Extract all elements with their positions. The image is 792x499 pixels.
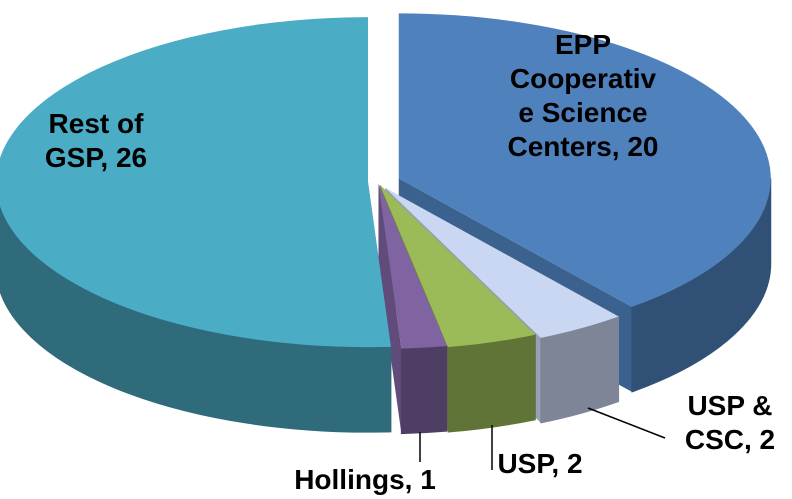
slice-label-line: Hollings, 1 [294,464,436,495]
slice-label-line: GSP, 26 [45,142,147,173]
slice-label-line: USP & [687,390,772,421]
slice-label-line: USP, 2 [497,448,582,479]
pie-slice [398,13,771,307]
slice-label-line: Cooperativ [510,63,657,94]
slice-label-line: e Science [518,97,647,128]
pie-slice [379,184,536,348]
slice-label-line: CSC, 2 [685,424,775,455]
pie-sides [0,178,772,435]
slice-label: EPP Cooperativ e Science Centers, 20 [508,29,659,162]
slice-label-line: Centers, 20 [508,131,659,162]
pie-side [400,345,448,435]
pie-slice [0,17,391,348]
pie-labels: EPP Cooperativ e Science Centers, 20 USP & CS… [45,29,775,495]
slice-label: USP, 2 [497,448,582,479]
slice-label: USP & CSC, 2 [685,390,775,455]
slice-label-line: Rest of [49,108,145,139]
pie-side [447,334,536,433]
slice-label-line: EPP [555,29,611,60]
pie-slice [378,183,447,349]
slice-label: Rest of GSP, 26 [45,108,147,173]
pie-wall [378,183,402,434]
leader-line [587,407,666,439]
pie-slice [385,187,619,338]
slice-label: Hollings, 1 [294,464,436,495]
pie-tops [0,13,771,349]
